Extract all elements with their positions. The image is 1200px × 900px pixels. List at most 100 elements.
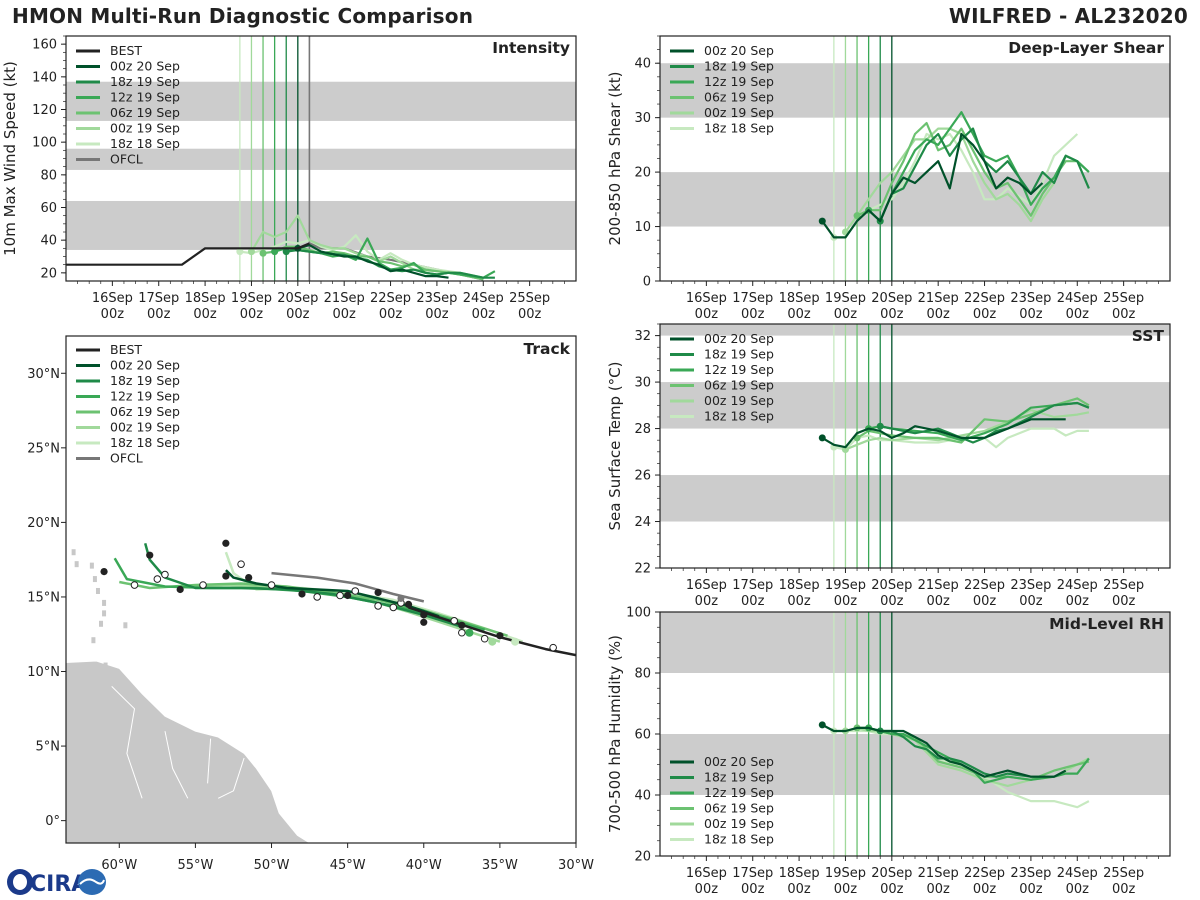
country-border	[111, 686, 143, 799]
y-tick-label: 80	[634, 667, 651, 682]
shear-panel: 01020304016Sep00z17Sep00z18Sep00z19Sep00…	[606, 35, 1171, 322]
track-marker-open	[336, 591, 344, 600]
y-tick-label: 0°	[45, 814, 60, 829]
y-tick-label: 40	[634, 789, 651, 804]
track-map	[66, 539, 576, 843]
legend-label: 18z 19 Sep	[704, 59, 774, 74]
x-tick-label: 17Sep	[138, 291, 179, 306]
y-tick-label: 22	[634, 562, 651, 577]
track-marker-open	[267, 581, 276, 589]
legend-label: 18z 19 Sep	[110, 373, 180, 388]
legend-label: 18z 18 Sep	[704, 409, 774, 424]
x-tick-label: 18Sep	[779, 291, 820, 306]
plot-frame	[65, 35, 577, 282]
x-tick-label: 40°W	[406, 858, 442, 873]
island	[71, 549, 76, 556]
x-tick-label: 16Sep	[686, 291, 727, 306]
legend-label: 00z 20 Sep	[704, 331, 774, 346]
x-tick-label: 00z	[147, 307, 171, 322]
island	[102, 610, 107, 617]
x-tick-label: 00z	[1066, 882, 1090, 897]
x-tick-label: 00z	[1112, 882, 1136, 897]
x-tick-label: 22Sep	[370, 291, 411, 306]
x-tick-label: 18Sep	[779, 866, 820, 881]
x-tick-label: 00z	[834, 882, 858, 897]
x-tick-label: 00z	[926, 882, 950, 897]
x-tick-label: 00z	[741, 882, 765, 897]
sst-panel: 22242628303216Sep00z17Sep00z18Sep00z19Se…	[606, 323, 1171, 609]
x-tick-label: 19Sep	[825, 578, 866, 593]
series-line	[821, 418, 1066, 449]
shading-band	[660, 324, 1170, 336]
track-marker-filled	[404, 600, 413, 609]
page-title: HMON Multi-Run Diagnostic Comparison	[12, 4, 474, 28]
x-tick-label: 23Sep	[416, 291, 457, 306]
island	[92, 576, 97, 583]
y-tick-label: 10°N	[27, 665, 60, 680]
series-line	[821, 723, 1067, 778]
x-tick-label: 25Sep	[1103, 291, 1144, 306]
x-tick-label: 00z	[973, 307, 997, 322]
x-tick-label: 25Sep	[1103, 578, 1144, 593]
x-tick-label: 23Sep	[1010, 291, 1051, 306]
x-tick-label: 30°W	[558, 858, 594, 873]
plot-frame	[659, 611, 1171, 857]
track-marker-filled	[496, 632, 504, 640]
legend-label: 18z 19 Sep	[704, 347, 774, 362]
x-tick-label: 24Sep	[463, 291, 504, 306]
y-tick-label: 140	[32, 70, 57, 85]
series-line	[297, 244, 449, 279]
x-tick-label: 18Sep	[185, 291, 226, 306]
track-marker-filled	[374, 588, 382, 597]
ofcl-marker	[397, 594, 405, 602]
south-america-land	[66, 660, 311, 843]
y-tick-label: 30	[634, 376, 651, 391]
legend-label: 06z 19 Sep	[704, 378, 774, 393]
legend-label: 18z 19 Sep	[110, 74, 180, 89]
legend-label: 12z 19 Sep	[110, 389, 180, 404]
y-tick-label: 160	[32, 38, 57, 53]
track-marker-open	[237, 560, 245, 568]
legend-label: 00z 19 Sep	[704, 816, 774, 831]
x-tick-label: 00z	[240, 307, 264, 322]
track-marker-filled	[344, 591, 352, 600]
rh-panel: 2040608010016Sep00z17Sep00z18Sep00z19Sep…	[606, 606, 1171, 897]
x-tick-label: 16Sep	[686, 578, 727, 593]
y-axis-label: 10m Max Wind Speed (kt)	[1, 61, 19, 256]
track-marker-open	[549, 643, 557, 652]
legend-label: 00z 20 Sep	[110, 358, 180, 373]
x-tick-label: 00z	[834, 594, 858, 609]
y-tick-label: 0	[643, 275, 651, 290]
x-tick-label: 20Sep	[277, 291, 318, 306]
intensity-panel: 2040608010012014016016Sep00z17Sep00z18Se…	[1, 35, 577, 322]
legend-label: 18z 18 Sep	[110, 435, 180, 450]
x-tick-label: 20Sep	[871, 866, 912, 881]
y-tick-label: 60	[40, 201, 57, 216]
x-tick-label: 60°W	[101, 858, 137, 873]
island	[103, 662, 108, 669]
x-tick-label: 00z	[1112, 594, 1136, 609]
y-tick-label: 120	[32, 103, 57, 118]
series-start-marker	[247, 248, 255, 256]
shading-band	[660, 63, 1170, 118]
x-tick-label: 00z	[834, 307, 858, 322]
y-axis-label: Sea Surface Temp (°C)	[606, 361, 624, 530]
y-tick-label: 40	[634, 57, 651, 72]
legend-label: OFCL	[110, 152, 143, 167]
legend-label: 06z 19 Sep	[110, 404, 180, 419]
island	[89, 562, 94, 569]
legend-label: BEST	[110, 43, 142, 58]
y-tick-label: 80	[40, 168, 57, 183]
series-line	[879, 401, 1090, 444]
island	[91, 637, 96, 644]
series-line	[880, 729, 1055, 778]
legend-label: 00z 19 Sep	[110, 420, 180, 435]
track-marker-filled	[100, 568, 108, 576]
x-tick-label: 00z	[379, 307, 403, 322]
island	[74, 561, 79, 568]
track-marker-filled	[298, 590, 306, 598]
x-tick-label: 00z	[741, 594, 765, 609]
legend-label: 00z 20 Sep	[704, 754, 774, 769]
plot-frame	[659, 323, 1171, 569]
x-tick-label: 24Sep	[1057, 578, 1098, 593]
